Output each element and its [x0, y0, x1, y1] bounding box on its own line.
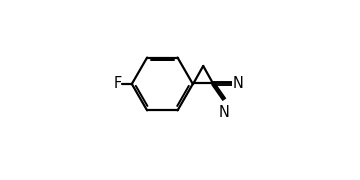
Text: N: N: [218, 105, 229, 120]
Text: N: N: [233, 76, 244, 91]
Text: F: F: [113, 76, 121, 91]
